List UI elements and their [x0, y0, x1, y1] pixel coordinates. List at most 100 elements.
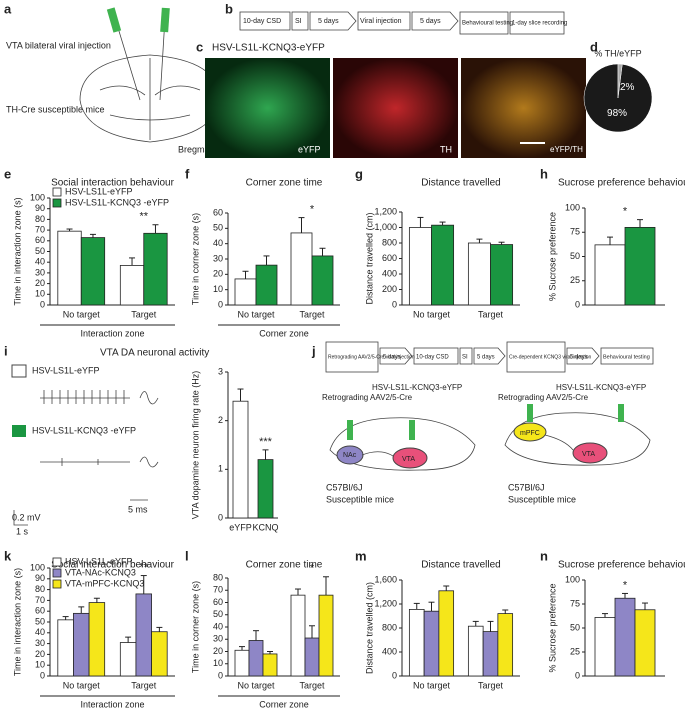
- trace: [40, 458, 130, 466]
- step: Behavioural testing: [462, 21, 513, 27]
- y-axis-label: Time in interaction zone (s): [12, 197, 22, 305]
- label: C57Bl/6J: [326, 482, 363, 492]
- panel-letter: n: [540, 548, 548, 563]
- chart-title: Social interaction behaviour: [51, 178, 175, 189]
- y-tick-label: 100: [30, 562, 45, 572]
- y-tick-label: 80: [35, 214, 45, 224]
- label: HSV-LS1L-KCNQ3-eYFP: [212, 43, 325, 54]
- y-tick-label: 100: [565, 202, 580, 212]
- legend-swatch: [11, 364, 27, 378]
- timeline: [325, 341, 654, 373]
- bar: [257, 459, 274, 519]
- label: TH-Cre susceptible mice: [6, 104, 105, 114]
- x-tick-label: No target: [63, 680, 101, 690]
- y-tick-label: 1,200: [374, 598, 397, 608]
- y-tick-label: 75: [570, 598, 580, 608]
- bar: [73, 612, 90, 677]
- panel-letter: k: [4, 548, 12, 563]
- bar: [624, 226, 656, 306]
- label: NAc: [343, 452, 357, 459]
- legend-label: HSV-LS1L-eYFP: [65, 186, 133, 196]
- bar: [490, 244, 514, 306]
- panel-letter: g: [355, 166, 363, 181]
- y-tick-label: 0: [40, 670, 45, 680]
- bar: [119, 265, 145, 306]
- y-axis-label: Time in corner zone (s): [190, 213, 200, 305]
- y-tick-label: 1,200: [374, 206, 397, 216]
- pie-slice: [617, 63, 623, 99]
- scale-label: 1 s: [16, 526, 29, 536]
- y-tick-label: 40: [35, 257, 45, 267]
- y-tick-label: 60: [213, 597, 223, 607]
- y-tick-label: 10: [213, 658, 223, 668]
- bar: [57, 619, 74, 677]
- y-tick-label: 30: [35, 267, 45, 277]
- bar: [248, 640, 264, 677]
- step: Behavioural testing: [603, 354, 650, 360]
- scale-label: 5 ms: [128, 504, 148, 514]
- bar: [594, 244, 626, 306]
- step: Retrograding AAV2/5-Cre viral injection: [328, 354, 415, 360]
- y-tick-label: 50: [570, 622, 580, 632]
- legend-swatch: [52, 557, 62, 567]
- label: HSV-LS1L-KCNQ3-eYFP: [372, 383, 462, 392]
- chart-title: Corner zone time: [246, 560, 323, 571]
- y-tick-label: 0: [40, 299, 45, 309]
- image-label: eYFP/TH: [550, 145, 583, 154]
- panel-letter: f: [185, 166, 190, 181]
- y-tick-label: 25: [570, 275, 580, 285]
- y-tick-label: 0: [392, 670, 397, 680]
- legend-label: VTA-mPFC-KCNQ3: [65, 578, 144, 588]
- micrograph: [205, 58, 330, 158]
- step: 5 days: [318, 18, 339, 25]
- y-tick-label: 30: [213, 634, 223, 644]
- bar: [594, 617, 616, 677]
- y-tick-label: 10: [213, 284, 223, 294]
- panel-letter: h: [540, 166, 548, 181]
- y-tick-label: 60: [35, 606, 45, 616]
- group-label: Corner zone: [259, 328, 309, 338]
- panel-letter: m: [355, 548, 367, 563]
- significance: *: [623, 579, 628, 591]
- significance: ***: [259, 436, 273, 448]
- y-tick-label: 10: [35, 289, 45, 299]
- significance: *: [310, 204, 315, 216]
- trace: [40, 390, 130, 404]
- y-tick-label: 600: [382, 253, 397, 263]
- y-tick-label: 0: [218, 299, 223, 309]
- bar: [431, 224, 455, 306]
- y-tick-label: 50: [213, 609, 223, 619]
- panel-letter: i: [4, 343, 8, 358]
- significance: **: [139, 211, 148, 223]
- step: 5 days: [383, 355, 401, 361]
- step: 10-day CSD: [416, 355, 449, 361]
- y-tick-label: 400: [382, 268, 397, 278]
- chart-title: Sucrose preference behaviour: [558, 178, 685, 189]
- x-tick-label: No target: [413, 680, 451, 690]
- label: C57Bl/6J: [508, 482, 545, 492]
- y-tick-label: 2: [218, 415, 223, 425]
- slice-label: 98%: [607, 108, 627, 119]
- scale-bar: [13, 499, 148, 526]
- legend-label: HSV-LS1L-eYFP: [65, 556, 133, 566]
- bar: [234, 278, 257, 306]
- bar: [262, 653, 278, 677]
- label: HSV-LS1L-eYFP: [32, 365, 100, 375]
- spike-wave: [139, 391, 159, 405]
- step: SI: [295, 18, 302, 25]
- y-tick-label: 50: [35, 246, 45, 256]
- bar: [290, 232, 313, 306]
- y-tick-label: 40: [35, 627, 45, 637]
- y-tick-label: 40: [213, 238, 223, 248]
- legend-label: VTA-NAc-KCNQ3: [65, 567, 136, 577]
- y-axis-label: VTA dopamine neuron firing rate (Hz): [190, 371, 200, 519]
- bar: [497, 613, 514, 677]
- y-axis-label: % Sucrose preference: [547, 583, 557, 672]
- y-tick-label: 80: [35, 584, 45, 594]
- legend-swatch: [52, 568, 62, 578]
- mouse-brain: [504, 404, 651, 466]
- bar: [234, 649, 250, 677]
- chart-title: Corner zone time: [246, 178, 323, 189]
- bar: [634, 609, 656, 677]
- y-tick-label: 30: [35, 638, 45, 648]
